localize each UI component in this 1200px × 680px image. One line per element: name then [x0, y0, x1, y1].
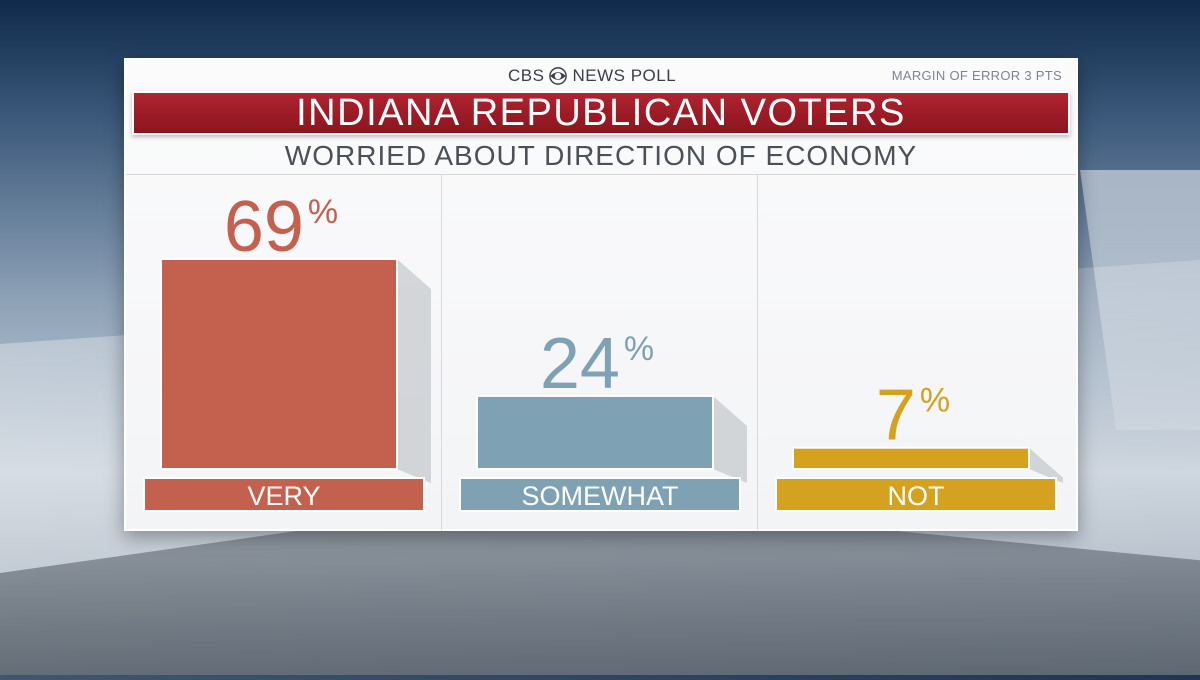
- bar-chart: 69 % VERY 24 % SOMEWHAT 7 % NOT: [143, 187, 1063, 512]
- chart-area: 69% VERY 24% SOMEWHAT 7% NOT: [126, 174, 1076, 530]
- value-label-very: 69%: [224, 187, 338, 267]
- brand-left: CBS: [508, 66, 545, 85]
- bar-shadow-very: [397, 259, 431, 483]
- cbs-eye-icon: [549, 67, 568, 85]
- bar-not: [792, 446, 1030, 470]
- cbs-news-poll-logo: CBS NEWS POLL: [508, 66, 676, 86]
- bar-shadow-somewhat: [713, 395, 747, 483]
- category-strip-very: [143, 477, 425, 512]
- category-label-somewhat: SOMEWHAT: [522, 481, 679, 511]
- poll-graphic-panel: CBS NEWS POLL MARGIN OF ERROR 3 PTS INDI…: [124, 58, 1078, 531]
- title-bar: INDIANA REPUBLICAN VOTERS: [132, 91, 1070, 135]
- brand-right: NEWS POLL: [572, 66, 677, 85]
- column-divider: [441, 175, 442, 530]
- bar-very: [160, 258, 398, 470]
- category-label-very: VERY: [247, 481, 320, 511]
- category-strip-not: [775, 477, 1057, 512]
- bar-shadow-not: [1029, 447, 1063, 483]
- value-label-not: 7%: [876, 376, 950, 456]
- category-label-not: NOT: [888, 481, 945, 511]
- category-strip-somewhat: [459, 477, 741, 512]
- bar-somewhat: [476, 394, 714, 471]
- column-divider: [757, 175, 758, 530]
- chart-title: INDIANA REPUBLICAN VOTERS: [296, 91, 906, 134]
- chart-subtitle: WORRIED ABOUT DIRECTION OF ECONOMY: [284, 140, 918, 171]
- value-label-somewhat: 24%: [540, 324, 654, 404]
- margin-of-error: MARGIN OF ERROR 3 PTS: [891, 68, 1062, 83]
